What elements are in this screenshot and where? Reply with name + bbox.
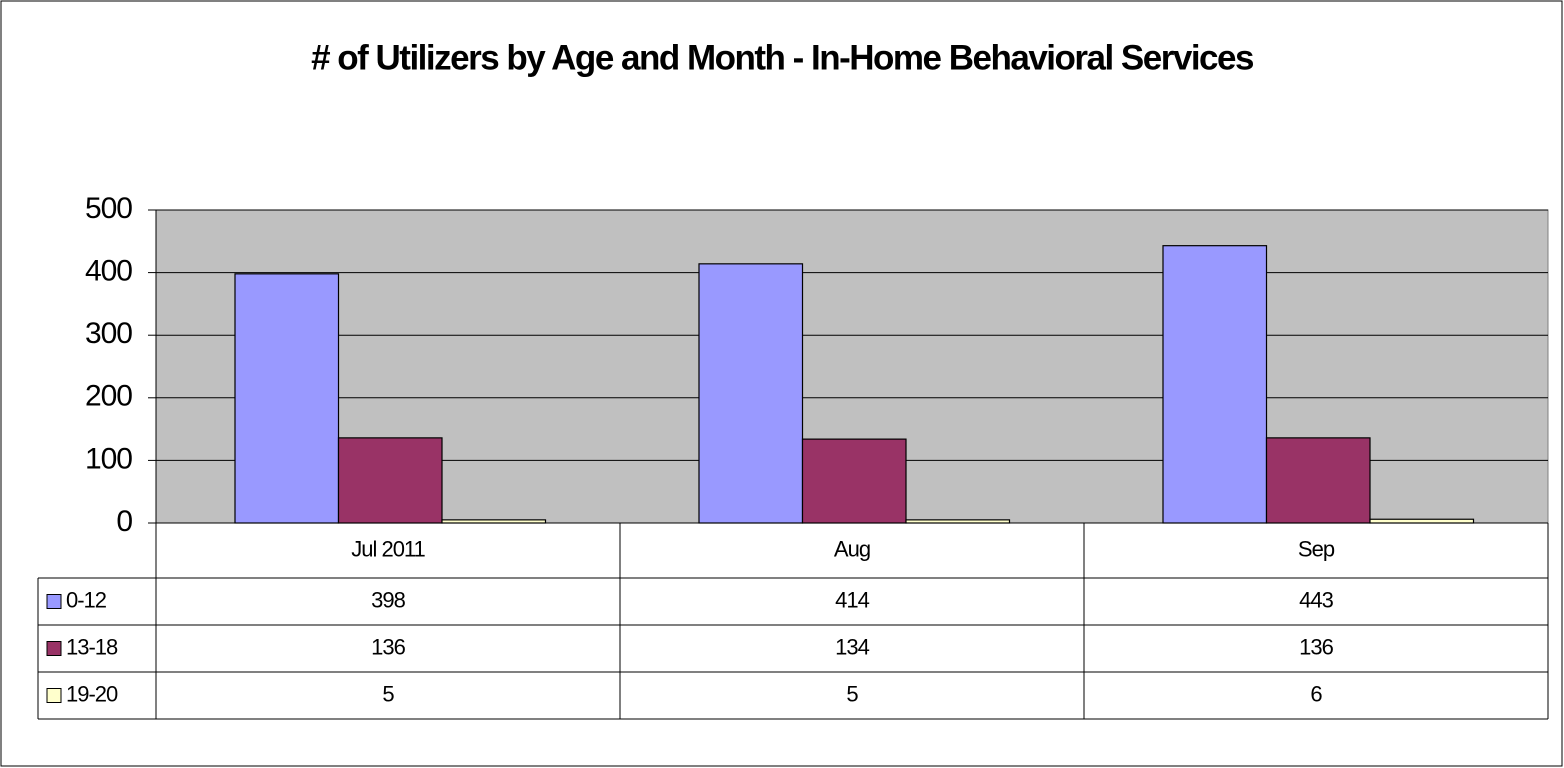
table-value: 136 [1299,634,1333,659]
y-tick-label: 300 [85,317,132,350]
legend-swatch [46,594,62,609]
bar [1369,518,1475,524]
legend-label: 19-20 [66,681,118,706]
bar [1265,437,1371,524]
y-tick-label: 0 [116,505,132,538]
y-tick-label: 400 [85,255,132,288]
bar [698,263,804,524]
bar [1162,245,1268,524]
chart-title: # of Utilizers by Age and Month - In-Hom… [311,38,1254,77]
x-tick-label: Sep [1298,536,1335,561]
x-tick-label: Jul 2011 [351,536,425,561]
bar [801,438,907,524]
table-value: 398 [371,587,405,612]
table-value: 5 [846,681,858,706]
table-value: 414 [835,587,869,612]
y-tick-label: 200 [85,380,132,413]
legend-label: 0-12 [66,587,107,612]
legend-label: 13-18 [66,634,118,659]
legend-swatch [46,641,62,656]
x-tick-label: Aug [834,536,870,561]
bar [234,273,340,524]
y-tick-label: 500 [85,192,132,225]
table-value: 5 [382,681,394,706]
y-tick-label: 100 [85,442,132,475]
bar [337,437,443,524]
table-value: 136 [371,634,405,659]
table-value: 443 [1299,587,1333,612]
table-value: 6 [1310,681,1322,706]
table-value: 134 [835,634,869,659]
legend-swatch [46,688,62,703]
